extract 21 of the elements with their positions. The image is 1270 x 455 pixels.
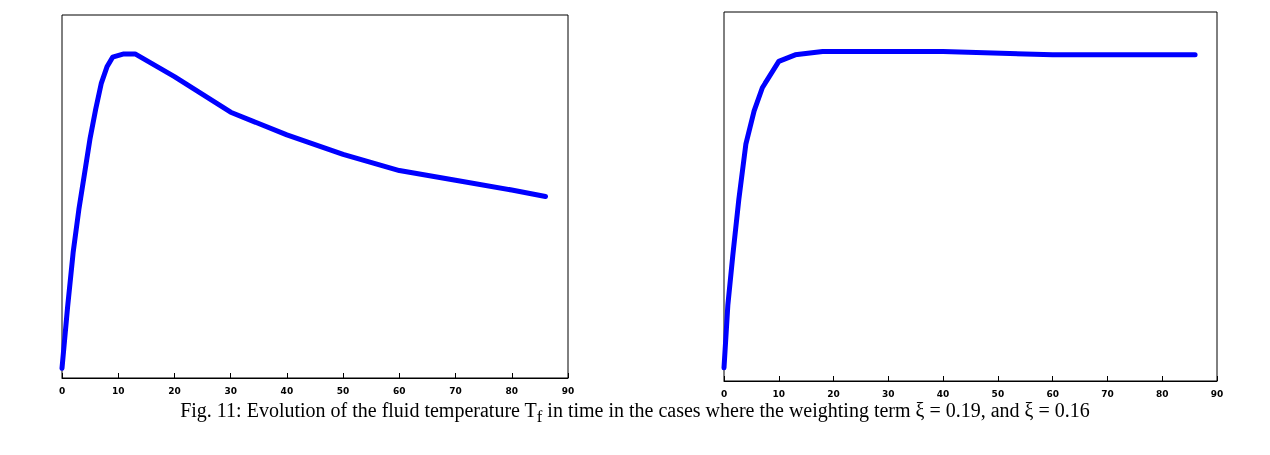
x-tick-label: 50 (991, 388, 1005, 399)
x-tick-label: 0 (58, 385, 66, 396)
x-tick-label: 40 (936, 388, 950, 399)
x-tick-label: 70 (449, 385, 462, 396)
x-tick-label: 10 (772, 388, 786, 399)
x-tick-label: 90 (1210, 388, 1224, 399)
x-tick-label: 10 (111, 385, 125, 396)
x-tick-label: 90 (561, 385, 575, 396)
x-tick-label: 20 (168, 385, 181, 396)
x-tick-label: 80 (505, 385, 519, 396)
x-tick-label: 20 (827, 388, 840, 399)
x-tick-label: 40 (280, 385, 294, 396)
x-tick-label: 60 (1046, 388, 1059, 399)
x-tick-label: 30 (224, 385, 237, 396)
x-tick-label: 70 (1101, 388, 1114, 399)
x-tick-label: 60 (393, 385, 406, 396)
x-tick-label: 50 (336, 385, 350, 396)
caption: Fig. 11: Evolution of the fluid temperature T$_{f}$ in time in the cases where the weighting term ξ = 0.19, and ξ = 0.16 (179, 398, 1091, 428)
x-tick-label: 80 (1155, 388, 1169, 399)
x-tick-label: 0 (720, 388, 728, 399)
x-tick-label: 30 (882, 388, 895, 399)
